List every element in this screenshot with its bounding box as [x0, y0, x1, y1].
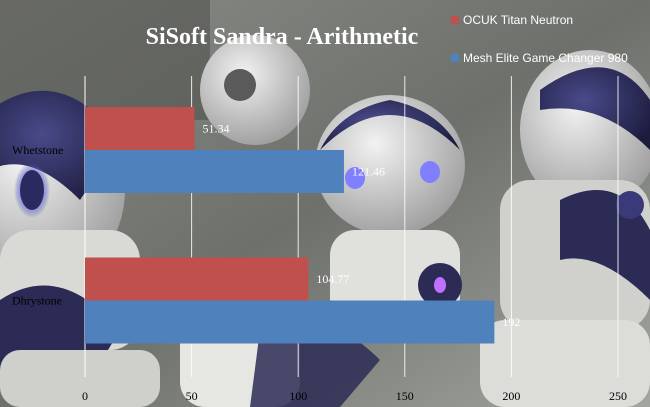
data-labels: 51.34 121.46 104.77 192 — [202, 122, 520, 330]
data-label: 104.77 — [316, 272, 349, 286]
x-tick-label: 0 — [82, 389, 88, 403]
x-tick-labels: 0 50 100 150 200 250 — [82, 389, 627, 403]
data-label: 51.34 — [202, 122, 229, 136]
bar — [85, 150, 344, 193]
legend-label: OCUK Titan Neutron — [463, 13, 573, 27]
bar — [85, 107, 195, 150]
x-tick-label: 100 — [289, 389, 307, 403]
x-tick-label: 250 — [609, 389, 627, 403]
x-tick-label: 150 — [396, 389, 414, 403]
legend-label: Mesh Elite Game Changer 980 — [463, 51, 628, 65]
bars — [85, 107, 495, 344]
data-label: 121.46 — [352, 165, 385, 179]
chart-title: SiSoft Sandra - Arithmetic — [146, 24, 419, 50]
x-tick-label: 50 — [186, 389, 198, 403]
legend: OCUK Titan Neutron Mesh Elite Game Change… — [451, 13, 628, 65]
bar — [85, 257, 309, 301]
bar — [85, 300, 495, 344]
category-label: Whetstone — [12, 143, 63, 157]
data-label: 192 — [502, 315, 520, 329]
legend-swatch — [451, 54, 459, 62]
category-label: Dhrystone — [12, 294, 62, 308]
legend-swatch — [451, 16, 459, 24]
x-tick-label: 200 — [502, 389, 520, 403]
category-labels: Whetstone Dhrystone — [12, 143, 63, 308]
